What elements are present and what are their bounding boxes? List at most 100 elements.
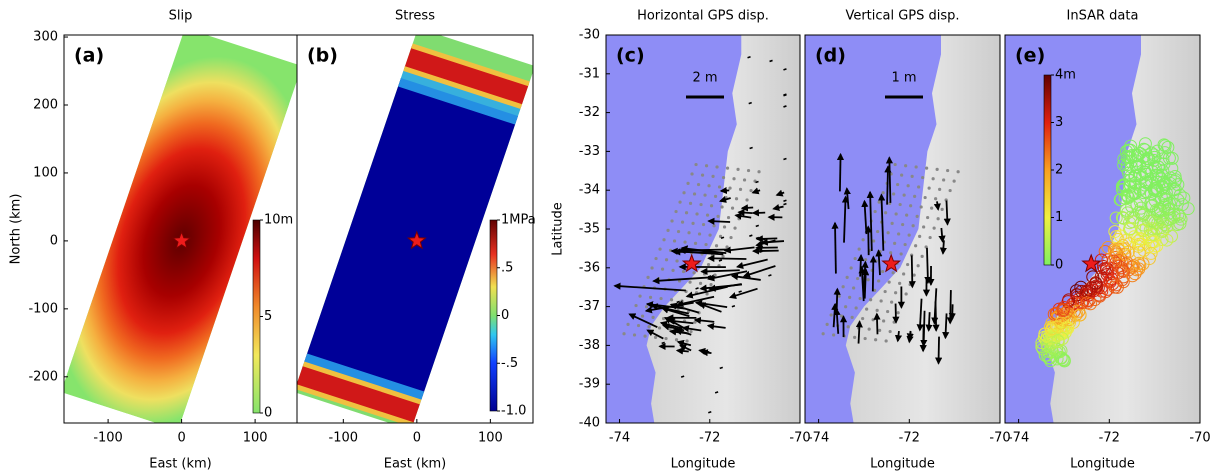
gps-arrow	[739, 291, 742, 292]
fault-patch	[850, 266, 853, 269]
fault-patch	[878, 201, 881, 204]
fault-patch	[924, 196, 927, 199]
colorbar	[1044, 75, 1051, 265]
fault-patch	[908, 234, 911, 237]
fault-patch	[647, 325, 650, 328]
x-tick-label: -74	[1008, 431, 1029, 446]
panel-title: Stress	[395, 9, 435, 24]
gps-arrow	[783, 158, 786, 159]
fault-patch	[862, 238, 865, 241]
fault-patch	[889, 330, 892, 333]
x-axis-label: Longitude	[671, 457, 736, 472]
fault-patch	[878, 329, 881, 332]
fault-patch	[917, 264, 920, 267]
figure: Slip(a)East (km)North (km)-1000100-200-1…	[0, 0, 1213, 475]
fault-patch	[728, 187, 731, 190]
colorbar	[253, 220, 260, 413]
fault-patch	[681, 221, 684, 224]
gps-arrow	[749, 235, 752, 236]
fault-patch	[739, 188, 742, 191]
fault-patch	[622, 332, 625, 335]
panel-title: Vertical GPS disp.	[845, 9, 959, 24]
fault-patch	[934, 197, 937, 200]
colorbar-tick-label: 3	[1055, 115, 1063, 130]
fault-patch	[694, 242, 697, 245]
fault-patch	[685, 211, 688, 214]
panel-title: InSAR data	[1067, 9, 1139, 24]
gps-arrow	[873, 257, 874, 291]
fault-patch	[868, 328, 871, 331]
fault-patch	[689, 202, 692, 205]
colorbar-tick-label: 2	[1055, 163, 1063, 178]
fault-patch	[881, 270, 884, 273]
gps-arrow	[756, 225, 759, 226]
x-tick-label: -74	[609, 431, 630, 446]
y-tick-label: -34	[579, 183, 600, 198]
gps-arrow	[939, 337, 940, 364]
fault-patch	[645, 305, 648, 308]
gps-arrow	[680, 250, 727, 251]
fault-patch	[913, 195, 916, 198]
fault-patch	[942, 178, 945, 181]
fault-patch	[702, 223, 705, 226]
gps-arrow	[941, 228, 942, 241]
fault-patch	[864, 337, 867, 340]
y-axis-label: Latitude	[551, 202, 566, 256]
fault-patch	[914, 244, 917, 247]
panel-label: (e)	[1015, 45, 1045, 67]
fault-patch	[682, 270, 685, 273]
fault-patch	[662, 238, 665, 241]
fault-patch	[872, 318, 875, 321]
fault-patch	[654, 336, 657, 339]
fault-patch	[903, 194, 906, 197]
fault-patch	[695, 212, 698, 215]
x-tick-label: -74	[808, 431, 829, 446]
fault-patch	[704, 243, 707, 246]
fault-patch	[711, 175, 714, 178]
fault-patch	[664, 337, 667, 340]
fault-patch	[953, 180, 956, 183]
fault-patch	[646, 276, 649, 279]
x-tick-label: 100	[243, 431, 268, 446]
fault-patch	[921, 176, 924, 179]
fault-patch	[757, 170, 760, 173]
gps-arrow	[708, 276, 711, 277]
colorbar-tick-label: 5	[264, 309, 272, 324]
fault-patch	[886, 310, 889, 313]
fault-patch	[892, 192, 895, 195]
fault-patch	[688, 281, 691, 284]
fault-patch	[686, 182, 689, 185]
x-tick-label: -70	[1189, 431, 1210, 446]
y-tick-label: 0	[50, 233, 58, 248]
fault-patch	[896, 183, 899, 186]
fault-patch	[715, 165, 718, 168]
fault-patch	[900, 252, 903, 255]
x-axis-label: Longitude	[870, 457, 935, 472]
fault-patch	[683, 241, 686, 244]
fault-patch	[698, 232, 701, 235]
gps-arrow	[677, 351, 688, 352]
fault-patch	[933, 227, 936, 230]
fault-patch	[705, 164, 708, 167]
fault-patch	[671, 269, 674, 272]
fault-patch	[893, 242, 896, 245]
fault-patch	[920, 205, 923, 208]
panel-area	[258, 28, 578, 442]
y-tick-label: -36	[579, 260, 600, 275]
fault-patch	[678, 201, 681, 204]
fault-patch	[858, 248, 861, 251]
fault-patch	[930, 207, 933, 210]
fault-patch	[729, 236, 732, 239]
fault-patch	[674, 210, 677, 213]
fault-patch	[936, 168, 939, 171]
fault-patch	[897, 311, 900, 314]
x-axis-label: East (km)	[384, 457, 447, 472]
y-tick-label: -40	[579, 416, 600, 431]
x-tick-label: 0	[413, 431, 421, 446]
fault-patch	[859, 297, 862, 300]
fault-patch	[911, 175, 914, 178]
gps-arrow	[835, 223, 836, 274]
fault-patch	[884, 290, 887, 293]
fault-patch	[699, 203, 702, 206]
fault-patch	[852, 286, 855, 289]
